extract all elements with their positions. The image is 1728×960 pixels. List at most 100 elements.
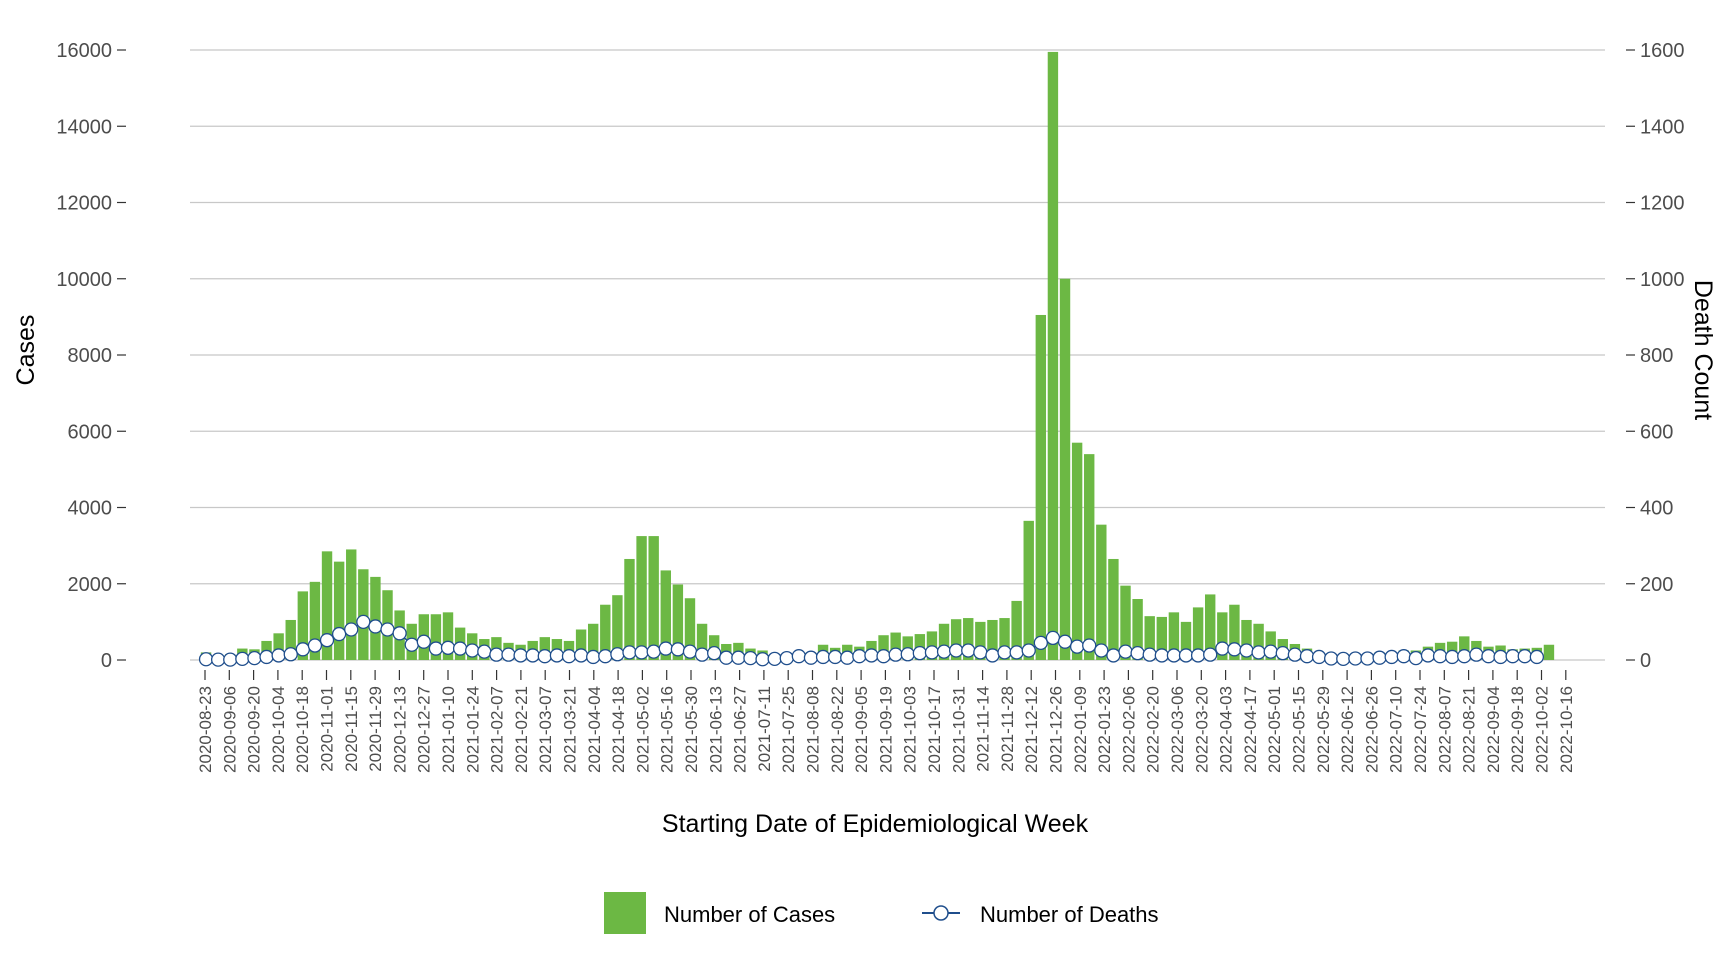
deaths-point bbox=[440, 640, 456, 655]
y-tick-label-right: 0 bbox=[1640, 650, 1651, 672]
x-tick-label: 2022-05-29 bbox=[1314, 686, 1333, 773]
x-tick-label: 2021-06-13 bbox=[706, 686, 725, 773]
deaths-point bbox=[622, 645, 637, 660]
cases-bar bbox=[1108, 558, 1119, 660]
x-tick-label: 2021-12-26 bbox=[1047, 686, 1066, 773]
deaths-point bbox=[1275, 645, 1290, 661]
deaths-point bbox=[1432, 649, 1448, 664]
deaths-point bbox=[1324, 651, 1339, 666]
y-tick-label-left: 0 bbox=[101, 650, 112, 672]
legend-deaths-marker bbox=[933, 905, 949, 921]
deaths-point bbox=[961, 643, 976, 658]
deaths-point bbox=[1384, 649, 1399, 665]
deaths-point bbox=[1130, 645, 1145, 661]
deaths-point bbox=[452, 641, 468, 656]
cases-bar bbox=[612, 595, 623, 660]
cases-bar bbox=[648, 536, 659, 660]
x-tick-label: 2021-09-05 bbox=[852, 686, 871, 773]
deaths-point bbox=[707, 645, 722, 661]
x-tick-label: 2022-05-01 bbox=[1265, 686, 1284, 773]
cases-bar bbox=[987, 619, 998, 660]
x-tick-label: 2020-11-01 bbox=[318, 686, 337, 772]
x-tick-label: 2021-05-16 bbox=[658, 686, 677, 773]
cases-bar bbox=[1132, 599, 1143, 660]
deaths-point bbox=[1033, 635, 1048, 650]
x-tick-label: 2021-10-03 bbox=[901, 686, 920, 773]
deaths-point bbox=[501, 647, 516, 662]
cases-bar bbox=[1047, 51, 1059, 661]
deaths-point bbox=[852, 649, 867, 664]
x-tick-label: 2021-06-27 bbox=[731, 686, 750, 773]
deaths-point bbox=[755, 652, 770, 667]
x-tick-label: 2022-06-26 bbox=[1362, 686, 1381, 773]
deaths-point bbox=[1287, 647, 1303, 662]
deaths-point bbox=[489, 647, 504, 662]
cases-bar bbox=[878, 635, 889, 660]
cases-bar bbox=[1168, 612, 1180, 660]
x-tick-label: 2022-07-24 bbox=[1411, 686, 1430, 773]
x-tick-label: 2020-11-15 bbox=[342, 686, 361, 772]
x-tick-label: 2022-07-10 bbox=[1387, 686, 1406, 773]
deaths-point bbox=[1311, 649, 1327, 665]
deaths-point bbox=[610, 647, 625, 662]
deaths-point bbox=[1529, 649, 1544, 665]
left-axis: 0 2000 4000 6000 8000 10000 12000 14000 16000 bbox=[56, 40, 126, 672]
x-tick-label: 2021-05-02 bbox=[633, 686, 652, 773]
deaths-point bbox=[803, 650, 819, 665]
cases-bar bbox=[587, 623, 599, 660]
deaths-point bbox=[210, 652, 226, 667]
cases-bar bbox=[370, 576, 381, 660]
x-axis-title: Starting Date of Epidemiological Week bbox=[662, 810, 1089, 838]
cases-bar bbox=[1459, 636, 1470, 660]
cases-bar bbox=[1059, 278, 1071, 660]
cases-bar bbox=[1241, 619, 1252, 660]
deaths-point bbox=[1190, 648, 1206, 663]
x-tick-label: 2020-08-23 bbox=[196, 686, 215, 773]
x-tick-label: 2021-02-07 bbox=[488, 686, 507, 773]
x-tick-label: 2022-10-02 bbox=[1533, 686, 1552, 773]
x-tick-label: 2022-09-04 bbox=[1484, 686, 1503, 773]
deaths-point bbox=[864, 648, 879, 663]
right-axis: 0 200 400 600 800 1000 1200 1400 1600 bbox=[1626, 40, 1685, 672]
deaths-point bbox=[1408, 650, 1424, 666]
y-tick-label-right: 200 bbox=[1640, 574, 1673, 596]
legend-deaths-label: Number of Deaths bbox=[980, 902, 1159, 927]
y-tick-label-left: 8000 bbox=[68, 345, 113, 367]
y-tick-label-left: 2000 bbox=[68, 574, 113, 596]
deaths-point bbox=[319, 633, 335, 648]
deaths-point bbox=[1481, 649, 1496, 664]
deaths-point bbox=[404, 637, 419, 652]
x-tick-label: 2020-11-29 bbox=[366, 686, 385, 772]
x-tick-label: 2021-08-22 bbox=[828, 686, 847, 773]
x-tick-label: 2022-08-21 bbox=[1460, 686, 1479, 773]
deaths-point bbox=[1505, 649, 1520, 664]
x-axis: 2020-08-23 2020-09-06 2020-09-20 2020-10-04… bbox=[196, 670, 1576, 773]
y-tick-label-left: 10000 bbox=[56, 269, 112, 291]
deaths-point bbox=[1166, 648, 1182, 663]
legend-cases-label: Number of Cases bbox=[664, 902, 835, 927]
deaths-point bbox=[888, 647, 903, 662]
deaths-point bbox=[331, 626, 347, 642]
y-axis-title-left: Cases bbox=[12, 315, 40, 386]
x-tick-label: 2021-07-25 bbox=[779, 686, 798, 773]
deaths-point bbox=[198, 652, 214, 667]
cases-bar bbox=[285, 619, 296, 660]
x-tick-label: 2022-10-16 bbox=[1557, 686, 1576, 773]
cases-bar bbox=[950, 619, 962, 660]
deaths-point bbox=[682, 644, 698, 659]
deaths-point bbox=[1069, 639, 1085, 654]
y-tick-label-right: 1400 bbox=[1640, 116, 1685, 138]
x-tick-label: 2021-10-17 bbox=[925, 686, 944, 773]
cases-bar bbox=[1023, 520, 1034, 660]
cases-bar bbox=[1071, 442, 1083, 660]
cases-bar bbox=[1144, 616, 1155, 660]
deaths-point bbox=[1457, 649, 1472, 664]
legend-cases-swatch bbox=[604, 892, 646, 934]
cases-bar bbox=[539, 637, 550, 661]
cases-bar bbox=[1217, 612, 1228, 660]
x-tick-label: 2020-10-04 bbox=[269, 686, 288, 773]
deaths-point bbox=[985, 648, 1000, 663]
deaths-point bbox=[948, 643, 964, 658]
deaths-point bbox=[1445, 649, 1460, 665]
x-tick-label: 2020-12-13 bbox=[390, 686, 409, 773]
